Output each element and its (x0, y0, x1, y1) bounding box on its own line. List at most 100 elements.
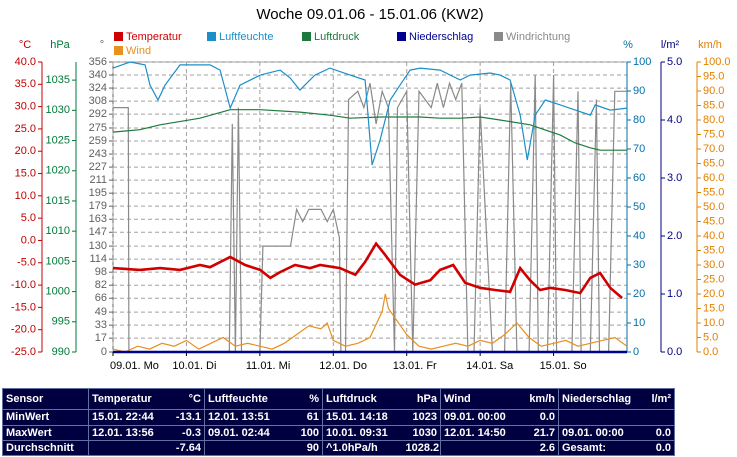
x-tick-label: 10.01. Di (172, 360, 216, 372)
tick-label: 30.0 (703, 259, 724, 271)
chart: Woche 09.01.06 - 15.01.06 (KW2) °C 40.0 35… (11, 6, 731, 372)
tick-label: 340 (89, 69, 107, 81)
table-cell: 1023 (402, 409, 441, 426)
table-cell: 21.7 (520, 424, 559, 441)
table-cell: °C (166, 387, 205, 411)
tick-label: 25.0 (15, 123, 36, 135)
table-cell: 90 (282, 439, 323, 457)
tick-label: 82 (95, 279, 107, 291)
chart-title: Woche 09.01.06 - 15.01.06 (KW2) (256, 6, 483, 23)
tick-label: 66 (95, 292, 107, 304)
tick-label: 80 (633, 114, 645, 126)
tick-label: 114 (89, 253, 107, 265)
tick-label: 195 (89, 187, 107, 199)
tick-label: 211 (89, 174, 107, 186)
x-tick-label: 12.01. Do (319, 360, 367, 372)
table-cell: 61 (282, 409, 323, 426)
tick-label: 1015 (46, 195, 70, 207)
table-cell (638, 409, 675, 426)
tick-label: 324 (89, 82, 107, 94)
axis-unit: % (623, 39, 633, 51)
tick-label: 50 (633, 201, 645, 213)
tick-label: 275 (89, 122, 107, 134)
table-cell: Gesamt: (558, 439, 639, 457)
x-tick-label: 14.01. Sa (466, 360, 514, 372)
table-cell (88, 439, 167, 457)
tick-label: 75.0 (703, 128, 724, 140)
tick-label: 20.0 (15, 145, 36, 157)
table-cell: Durchschnitt (2, 439, 89, 457)
axis-unit: ° (100, 39, 104, 51)
tick-label: 5.0 (703, 331, 718, 343)
table-cell: % (282, 387, 323, 411)
tick-label: 990 (52, 346, 70, 358)
legend-label: Windrichtung (506, 31, 570, 43)
tick-label: 1030 (46, 104, 70, 116)
legend-swatch (114, 46, 123, 55)
table-cell: 12.01. 14:50 (440, 424, 521, 441)
tick-label: 163 (89, 213, 107, 225)
table-header: Sensor Temperatur °C Luftfeuchte% Luftdruck h… (2, 387, 675, 411)
table-cell: hPa (402, 387, 441, 411)
tick-label: 45.0 (703, 215, 724, 227)
tick-label: 80.0 (703, 114, 724, 126)
x-tick-label: 13.01. Fr (393, 360, 437, 372)
series-line (112, 293, 628, 353)
tick-label: 70 (633, 143, 645, 155)
legend-swatch (207, 32, 216, 41)
x-tick-label: 15.01. So (540, 360, 587, 372)
tick-label: 40 (633, 230, 645, 242)
table-cell: 100 (282, 424, 323, 441)
axis-unit: hPa (50, 39, 70, 51)
table-cell: 15.01. 14:18 (322, 409, 403, 426)
tick-label: 60 (633, 172, 645, 184)
table-cell (204, 439, 283, 457)
tick-label: 10.0 (703, 317, 724, 329)
tick-label: 25.0 (703, 273, 724, 285)
tick-label: 243 (89, 148, 107, 160)
tick-label: 3.0 (667, 172, 682, 184)
legend-label: Niederschlag (409, 31, 473, 43)
table-cell: -7.64 (166, 439, 205, 457)
tick-label: 5.0 (21, 212, 36, 224)
axis-unit: l/m² (661, 39, 680, 51)
table-cell: 0.0 (638, 439, 675, 457)
table-cell: 1028.2 (402, 439, 441, 457)
table-cell: km/h (520, 387, 559, 411)
series-line (112, 241, 623, 299)
table-row: MinWert 15.01. 22:44 -13.1 12.01. 13:51 61 15… (2, 409, 675, 426)
tick-label: 20 (633, 288, 645, 300)
tick-label: 10 (633, 317, 645, 329)
table-cell: -0.3 (166, 424, 205, 441)
table-cell: 12.01. 13:56 (88, 424, 167, 441)
tick-label: 0.0 (667, 346, 682, 358)
legend-label: Wind (126, 45, 151, 57)
table-cell: l/m² (638, 387, 675, 411)
tick-label: 1010 (46, 225, 70, 237)
table-cell: MinWert (2, 409, 89, 426)
legend-swatch (397, 32, 406, 41)
tick-label: 308 (89, 95, 107, 107)
tick-label: 1000 (46, 285, 70, 297)
tick-label: 0 (101, 346, 107, 358)
table-cell: Sensor (2, 387, 89, 411)
tick-label: 98 (95, 266, 107, 278)
tick-label: 30.0 (15, 101, 36, 113)
table-cell: Luftfeuchte (204, 387, 283, 411)
tick-label: 40.0 (15, 56, 36, 68)
table-cell: 09.01. 00:00 (558, 424, 639, 441)
table-cell: MaxWert (2, 424, 89, 441)
table-cell (558, 409, 639, 426)
tick-label: 15.0 (15, 167, 36, 179)
tick-label: -5.0 (17, 257, 36, 269)
tick-label: 55.0 (703, 186, 724, 198)
table-cell (440, 439, 521, 457)
tick-label: 49 (95, 306, 107, 318)
tick-label: -10.0 (11, 279, 36, 291)
table-row: MaxWert 12.01. 13:56 -0.3 09.01. 02:44 100 10… (2, 424, 675, 441)
tick-label: 100 (633, 56, 651, 68)
table-cell: 09.01. 00:00 (440, 409, 521, 426)
tick-label: 10.0 (15, 190, 36, 202)
tick-label: 70.0 (703, 143, 724, 155)
table-cell: 12.01. 13:51 (204, 409, 283, 426)
